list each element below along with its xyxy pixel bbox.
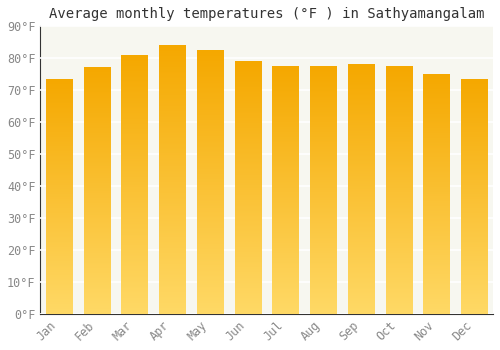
Title: Average monthly temperatures (°F ) in Sathyamangalam: Average monthly temperatures (°F ) in Sa… xyxy=(49,7,484,21)
